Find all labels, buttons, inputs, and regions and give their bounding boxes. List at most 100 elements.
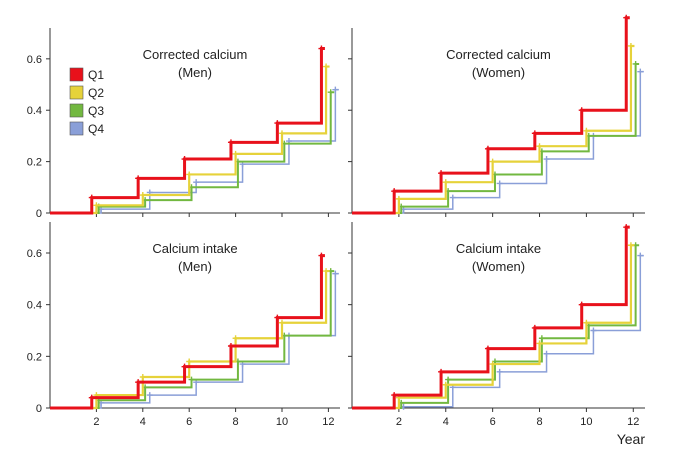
series-line-q3 bbox=[352, 62, 640, 214]
series-line-q1 bbox=[352, 16, 630, 215]
censor-mark-q1 bbox=[227, 139, 234, 146]
panel-title: Calcium intake bbox=[152, 241, 237, 256]
censor-mark-q1 bbox=[391, 188, 398, 195]
series-line-q4 bbox=[50, 88, 339, 214]
censor-mark-q1 bbox=[484, 145, 491, 152]
censor-mark-q4 bbox=[332, 86, 339, 93]
panel-3: 0 0.2 0.4 0.6 2 4 6 8 10 12 Calcium intake (Men) bbox=[27, 222, 340, 428]
series-line-q1 bbox=[50, 254, 325, 410]
censor-mark-q1 bbox=[181, 363, 188, 370]
panel-2: Corrected calcium (Women) bbox=[348, 14, 645, 217]
series-line-q4 bbox=[352, 254, 644, 409]
censor-mark-q4 bbox=[193, 179, 200, 186]
series-line-q1 bbox=[352, 225, 630, 410]
censor-mark-q1 bbox=[135, 379, 142, 386]
censor-mark-q1 bbox=[135, 175, 142, 182]
censor-mark-q3 bbox=[538, 335, 545, 342]
censor-mark-q2 bbox=[536, 340, 543, 347]
censor-mark-q2 bbox=[186, 358, 193, 365]
censor-mark-q2 bbox=[232, 335, 239, 342]
series-line-q3 bbox=[352, 244, 640, 409]
censor-mark-q1 bbox=[391, 392, 398, 399]
panel-title: (Men) bbox=[178, 65, 212, 80]
x-tick-label: 8 bbox=[536, 416, 542, 428]
censor-mark-q3 bbox=[445, 376, 452, 383]
censor-mark-q1 bbox=[578, 301, 585, 308]
censor-mark-q1 bbox=[318, 252, 325, 259]
x-tick-label: 6 bbox=[490, 416, 496, 428]
censor-mark-q1 bbox=[274, 314, 281, 321]
y-tick-label: 0 bbox=[36, 208, 42, 220]
censor-mark-q1 bbox=[578, 107, 585, 114]
censor-mark-q1 bbox=[88, 394, 95, 401]
legend-swatch-q2 bbox=[69, 85, 84, 100]
censor-mark-q4 bbox=[332, 270, 339, 277]
panel-title: (Women) bbox=[472, 259, 525, 274]
censor-mark-q2 bbox=[536, 143, 543, 150]
censor-mark-q1 bbox=[623, 224, 630, 231]
censor-mark-q1 bbox=[531, 324, 538, 331]
censor-mark-q4 bbox=[637, 68, 644, 75]
x-tick-label: 10 bbox=[580, 416, 592, 428]
x-tick-label: 8 bbox=[233, 416, 239, 428]
censor-mark-q4 bbox=[543, 156, 550, 163]
series-line-q1 bbox=[50, 47, 325, 215]
censor-mark-q2 bbox=[627, 242, 634, 249]
series-line-q3 bbox=[50, 91, 335, 214]
censor-mark-q2 bbox=[139, 192, 146, 199]
censor-mark-q2 bbox=[93, 202, 100, 209]
legend-swatch-q1 bbox=[69, 67, 84, 82]
censor-mark-q1 bbox=[623, 14, 630, 21]
censor-mark-q2 bbox=[583, 319, 590, 326]
censor-mark-q1 bbox=[227, 343, 234, 349]
censor-mark-q2 bbox=[279, 130, 285, 137]
censor-mark-q2 bbox=[323, 63, 330, 70]
series-line-q4 bbox=[50, 272, 339, 409]
censor-mark-q1 bbox=[438, 170, 445, 177]
censor-mark-q3 bbox=[632, 60, 639, 67]
panel-4: 2 4 6 8 10 12 Calcium intake (Women) bbox=[348, 222, 645, 428]
censor-mark-q2 bbox=[583, 127, 590, 134]
censor-mark-q1 bbox=[318, 45, 325, 52]
legend-label-q4: Q4 bbox=[88, 122, 104, 136]
censor-mark-q3 bbox=[188, 376, 195, 383]
x-tick-label: 6 bbox=[186, 416, 192, 428]
censor-mark-q4 bbox=[146, 392, 153, 399]
censor-mark-q4 bbox=[543, 350, 550, 357]
censor-mark-q2 bbox=[139, 374, 146, 380]
censor-mark-q2 bbox=[489, 158, 496, 165]
x-tick-label: 12 bbox=[627, 416, 639, 428]
y-tick-label: 0.6 bbox=[27, 248, 42, 260]
censor-mark-q1 bbox=[531, 130, 538, 137]
panel-title: (Women) bbox=[472, 65, 525, 80]
y-tick-label: 0.4 bbox=[27, 105, 42, 117]
censor-mark-q1 bbox=[438, 368, 445, 375]
panel-title: (Men) bbox=[178, 259, 212, 274]
censor-mark-q1 bbox=[274, 120, 281, 127]
legend-label-q2: Q2 bbox=[88, 86, 104, 100]
censor-mark-q1 bbox=[88, 194, 95, 201]
x-tick-label: 4 bbox=[140, 416, 146, 428]
series-line-q2 bbox=[50, 65, 330, 215]
legend: Q1 Q2 Q3 Q4 bbox=[69, 67, 104, 136]
censor-mark-q4 bbox=[590, 327, 597, 334]
censor-mark-q3 bbox=[327, 89, 334, 96]
y-tick-label: 0.6 bbox=[27, 54, 42, 66]
censor-mark-q4 bbox=[496, 368, 503, 375]
panel-title: Corrected calcium bbox=[143, 47, 248, 62]
legend-label-q1: Q1 bbox=[88, 68, 104, 82]
censor-mark-q1 bbox=[484, 345, 491, 352]
x-tick-label: 4 bbox=[443, 416, 449, 428]
y-tick-label: 0.2 bbox=[27, 157, 42, 169]
censor-mark-q2 bbox=[442, 381, 449, 388]
series-line-q2 bbox=[352, 244, 635, 410]
panel-title: Calcium intake bbox=[456, 241, 541, 256]
panel-1: 0 0.2 0.4 0.6 Corrected calcium (Men) bbox=[27, 28, 340, 220]
censor-mark-q4 bbox=[449, 194, 456, 201]
legend-label-q3: Q3 bbox=[88, 104, 104, 118]
censor-mark-q2 bbox=[489, 361, 496, 368]
legend-swatch-q3 bbox=[69, 103, 84, 118]
panels: 0 0.2 0.4 0.6 Corrected calcium (Men) Correcte… bbox=[27, 14, 645, 428]
x-axis-label: Year bbox=[617, 431, 646, 447]
